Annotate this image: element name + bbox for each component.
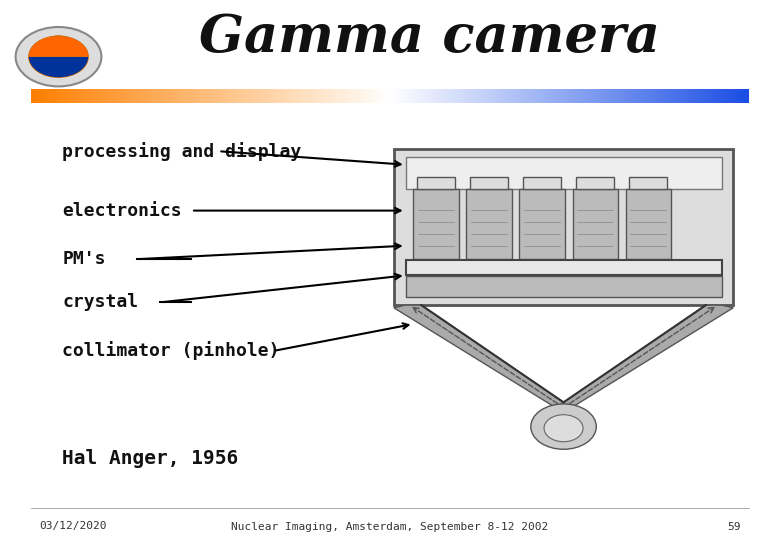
- Circle shape: [44, 36, 73, 56]
- FancyBboxPatch shape: [466, 189, 512, 259]
- FancyBboxPatch shape: [573, 189, 618, 259]
- Text: 03/12/2020: 03/12/2020: [39, 522, 107, 531]
- Bar: [523, 177, 561, 189]
- FancyBboxPatch shape: [519, 189, 565, 259]
- Text: Hal Anger, 1956: Hal Anger, 1956: [62, 449, 239, 469]
- Text: crystal: crystal: [62, 293, 139, 312]
- Text: electronics: electronics: [62, 201, 182, 220]
- Circle shape: [531, 404, 597, 449]
- Text: processing and display: processing and display: [62, 141, 302, 161]
- Bar: [417, 177, 455, 189]
- Circle shape: [544, 415, 583, 442]
- FancyBboxPatch shape: [626, 189, 671, 259]
- Polygon shape: [394, 305, 571, 408]
- Bar: [406, 260, 722, 275]
- Bar: [576, 177, 614, 189]
- Circle shape: [16, 27, 101, 86]
- Text: Nuclear Imaging, Amsterdam, September 8-12 2002: Nuclear Imaging, Amsterdam, September 8-…: [232, 522, 548, 531]
- Bar: [629, 177, 667, 189]
- Bar: [470, 177, 508, 189]
- Text: collimator (pinhole): collimator (pinhole): [62, 341, 280, 361]
- Bar: [406, 157, 722, 189]
- Wedge shape: [29, 57, 88, 77]
- Text: Gamma camera: Gamma camera: [199, 12, 659, 63]
- FancyBboxPatch shape: [413, 189, 459, 259]
- Text: 59: 59: [728, 522, 741, 531]
- Text: PM's: PM's: [62, 250, 106, 268]
- Wedge shape: [29, 36, 88, 57]
- Polygon shape: [555, 305, 733, 408]
- FancyBboxPatch shape: [394, 148, 733, 305]
- Bar: [406, 276, 722, 297]
- Circle shape: [29, 36, 88, 77]
